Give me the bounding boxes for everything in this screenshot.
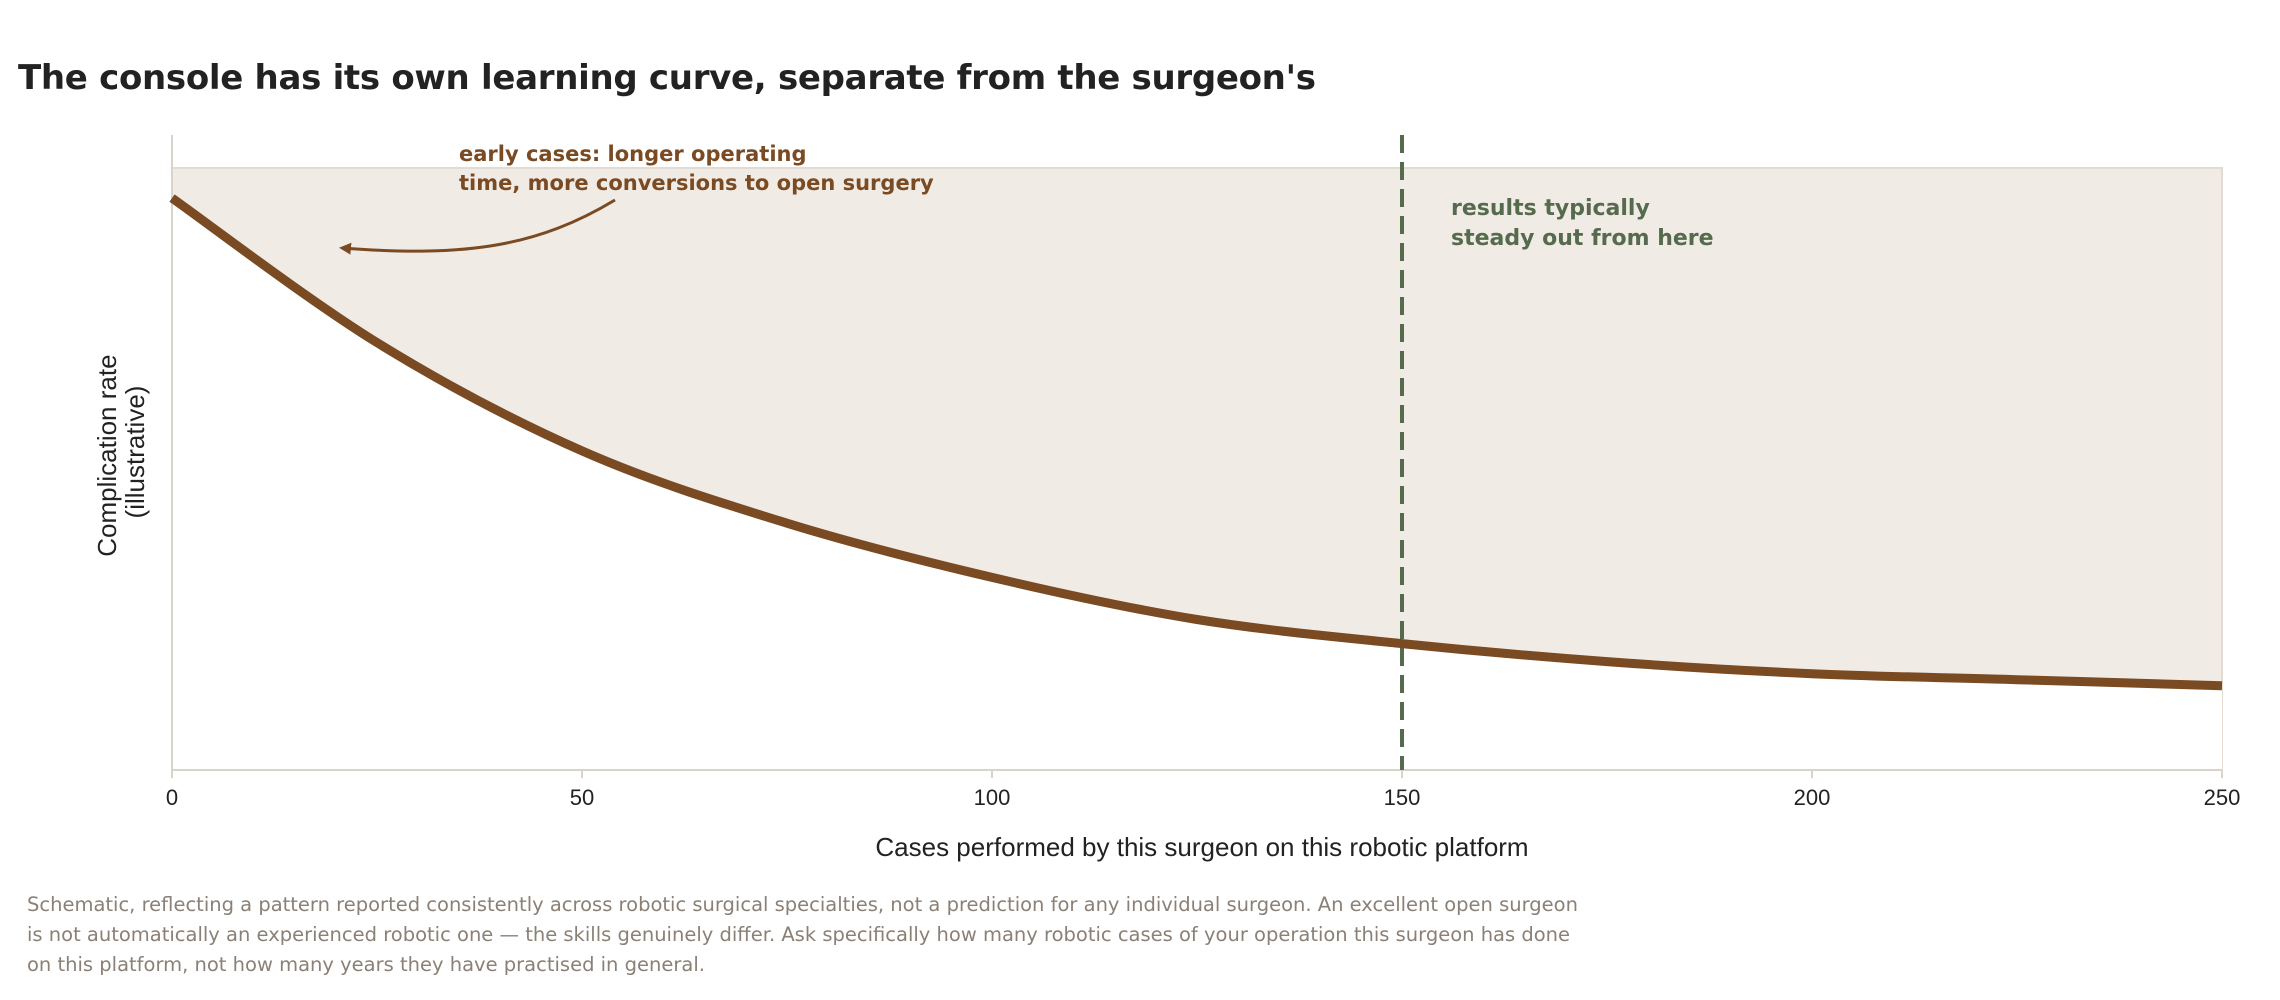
annotation-steady: results typically steady out from here [1451,196,1714,251]
footnote: Schematic, reflecting a pattern reported… [27,893,1578,976]
y-axis-label: Complication rate (illustrative) [92,347,150,557]
annotation-early: early cases: longer operating time, more… [459,142,934,195]
curve-fill [172,198,2222,771]
annotation-steady-line-1: results typically [1451,196,1650,221]
annotation-arrow [339,198,616,255]
x-tick-label-200: 200 [1794,785,1831,810]
annotation-steady-line-2: steady out from here [1451,226,1714,251]
annotation-early-line-2: time, more conversions to open surgery [459,171,934,195]
x-tick-label-100: 100 [974,785,1011,810]
annotation-early-line-1: early cases: longer operating [459,142,807,166]
y-axis-label-line-1: Complication rate [92,354,122,556]
x-tick-label-50: 50 [570,785,594,810]
x-tick-label-250: 250 [2204,785,2241,810]
y-axis-label-line-2: (illustrative) [120,386,150,519]
x-axis-label: Cases performed by this surgeon on this … [875,832,1528,862]
x-tick-label-0: 0 [166,785,178,810]
chart-title: The console has its own learning curve, … [18,58,1316,98]
x-tick-label-150: 150 [1384,785,1421,810]
x-ticks: 0 50 100 150 200 250 [166,770,2240,810]
series-curve [169,194,2223,691]
